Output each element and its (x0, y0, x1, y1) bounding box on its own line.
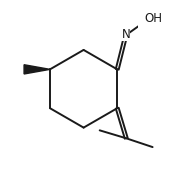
Text: OH: OH (144, 12, 162, 25)
Polygon shape (24, 65, 50, 74)
Text: N: N (121, 28, 130, 41)
